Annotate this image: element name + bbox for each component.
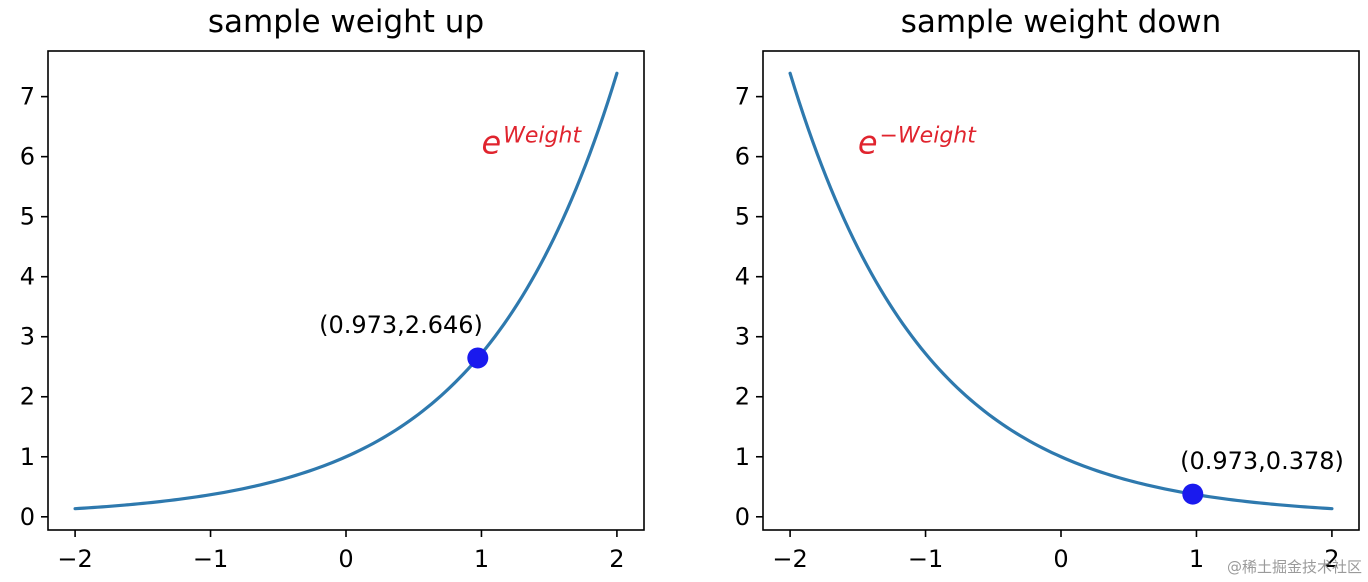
equation-base: e [481,124,501,162]
x-tick-label: 1 [1189,545,1204,573]
y-tick-label: 0 [735,503,750,531]
equation-base: e [858,124,878,162]
y-tick-label: 7 [735,83,750,111]
equation-exponent: −Weight [880,124,978,149]
data-point [467,347,489,369]
y-tick-label: 0 [20,503,35,531]
equation-label: eWeight [481,124,582,162]
y-tick-label: 5 [735,203,750,231]
x-tick-label: 2 [1324,545,1339,573]
data-point [1182,483,1204,505]
chart-title: sample weight up [208,4,484,40]
y-tick-label: 4 [20,263,35,291]
equation-label: e−Weight [858,124,977,162]
series-line [73,71,619,511]
equation-exponent: Weight [503,124,582,149]
y-tick-label: 3 [735,323,750,351]
x-tick-label: 0 [338,545,353,573]
y-tick-label: 5 [20,203,35,231]
equation-text: eWeight [481,124,582,162]
watermark: @稀土掘金技术社区 [1227,558,1362,576]
point-annotation: (0.973,2.646) [319,311,483,339]
y-tick-label: 1 [735,443,750,471]
y-tick-label: 6 [20,143,35,171]
y-tick-label: 3 [20,323,35,351]
y-tick-label: 7 [20,83,35,111]
y-tick-label: 2 [735,383,750,411]
x-tick-label: 1 [474,545,489,573]
y-tick-label: 1 [20,443,35,471]
y-tick-label: 4 [735,263,750,291]
point-annotation: (0.973,0.378) [1180,447,1344,475]
chart-panel-sample-weight-down: sample weight down −2 −1 0 1 2 0 1 2 3 4 5 6 7 e−Wei… [735,4,1360,573]
x-tick-label: −1 [908,545,943,573]
x-tick-label: 0 [1053,545,1068,573]
equation-text: e−Weight [858,124,977,162]
chart-title: sample weight down [901,4,1222,40]
x-tick-label: 2 [609,545,624,573]
y-tick-label: 6 [735,143,750,171]
series-line [788,71,1334,511]
x-tick-label: −2 [772,545,807,573]
x-tick-label: −1 [193,545,228,573]
y-tick-label: 2 [20,383,35,411]
chart-panel-sample-weight-up: sample weight up −2 −1 0 1 2 0 1 2 3 4 5 6 7 eWeight… [20,4,645,573]
x-tick-label: −2 [57,545,92,573]
